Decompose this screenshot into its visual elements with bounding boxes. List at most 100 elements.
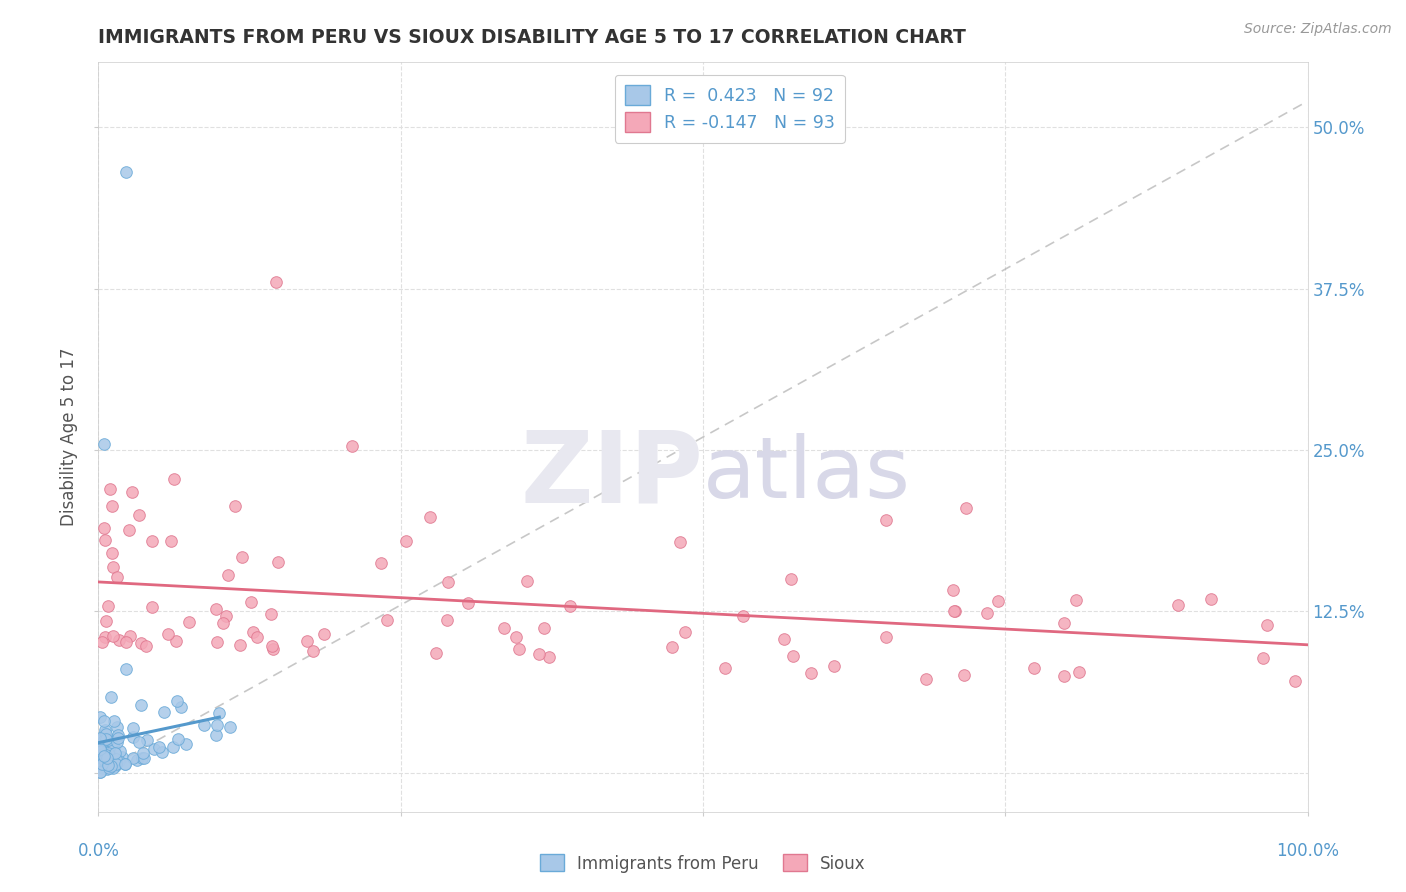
Point (533, 622, 555, 636)
Point (104, 759, 127, 773)
Point (89, 765, 111, 780)
Point (121, 485, 143, 500)
Point (105, 751, 128, 765)
Point (89, 741, 111, 756)
Point (107, 728, 129, 742)
Point (98, 756, 121, 771)
Point (132, 751, 155, 765)
Point (98, 761, 121, 775)
Point (100, 749, 122, 764)
Point (246, 630, 269, 644)
Point (128, 734, 150, 748)
Point (1069, 665, 1091, 679)
Legend: R =  0.423   N = 92, R = -0.147   N = 93: R = 0.423 N = 92, R = -0.147 N = 93 (614, 75, 845, 143)
Point (314, 627, 336, 641)
Point (118, 523, 141, 537)
Point (505, 631, 527, 645)
Legend: Immigrants from Peru, Sioux: Immigrants from Peru, Sioux (533, 847, 873, 880)
Point (773, 632, 796, 646)
Point (714, 661, 737, 675)
Point (661, 640, 683, 654)
Point (731, 609, 754, 624)
Point (242, 625, 264, 640)
Point (457, 596, 479, 610)
Point (205, 717, 228, 731)
Point (160, 533, 183, 548)
Point (1251, 651, 1274, 665)
Point (260, 607, 283, 622)
Point (97, 746, 120, 760)
Point (943, 604, 966, 618)
Point (90, 760, 112, 774)
Point (127, 753, 149, 767)
Point (100, 546, 122, 560)
Point (121, 751, 143, 765)
Point (1256, 618, 1278, 632)
Point (141, 600, 163, 615)
Point (914, 672, 936, 686)
Point (943, 604, 966, 618)
Point (228, 638, 250, 652)
Point (111, 749, 134, 764)
Point (976, 606, 998, 620)
Point (94, 727, 117, 741)
Point (96, 614, 118, 628)
Point (129, 698, 152, 712)
Point (89, 742, 111, 756)
Point (179, 615, 201, 629)
Point (1199, 591, 1222, 606)
Point (89, 710, 111, 724)
Point (669, 535, 692, 549)
Point (205, 728, 228, 742)
Point (942, 582, 965, 597)
Point (436, 613, 458, 627)
Point (558, 599, 581, 613)
Point (89, 755, 111, 769)
Point (101, 559, 124, 574)
Point (782, 649, 804, 664)
Point (165, 634, 187, 648)
Point (240, 595, 263, 609)
Point (93, 733, 115, 747)
Point (89, 755, 111, 769)
Point (96, 759, 118, 773)
Point (93, 714, 115, 728)
Point (136, 733, 159, 747)
Point (295, 634, 318, 648)
Point (93, 520, 115, 534)
Point (105, 735, 128, 749)
Point (101, 629, 124, 643)
Point (163, 472, 186, 486)
Point (94, 760, 117, 774)
Point (98, 749, 121, 764)
Point (153, 705, 176, 719)
Point (114, 635, 136, 649)
Point (91, 756, 114, 771)
Point (224, 499, 246, 513)
Y-axis label: Disability Age 5 to 17: Disability Age 5 to 17 (60, 348, 79, 526)
Point (508, 642, 530, 657)
Point (93, 747, 115, 761)
Point (1167, 598, 1189, 612)
Point (97, 760, 120, 774)
Point (231, 549, 253, 564)
Point (94, 630, 117, 644)
Point (162, 739, 184, 754)
Point (953, 668, 976, 682)
Point (108, 744, 131, 758)
Point (90, 731, 112, 746)
Point (208, 706, 231, 720)
Point (217, 568, 239, 582)
Point (104, 757, 127, 772)
Point (91, 749, 114, 764)
Point (94, 731, 117, 746)
Point (98, 744, 121, 758)
Point (97, 599, 120, 613)
Point (107, 731, 129, 745)
Point (142, 742, 165, 756)
Point (375, 613, 398, 627)
Point (114, 662, 136, 676)
Point (120, 629, 142, 643)
Point (150, 745, 173, 759)
Point (101, 761, 124, 775)
